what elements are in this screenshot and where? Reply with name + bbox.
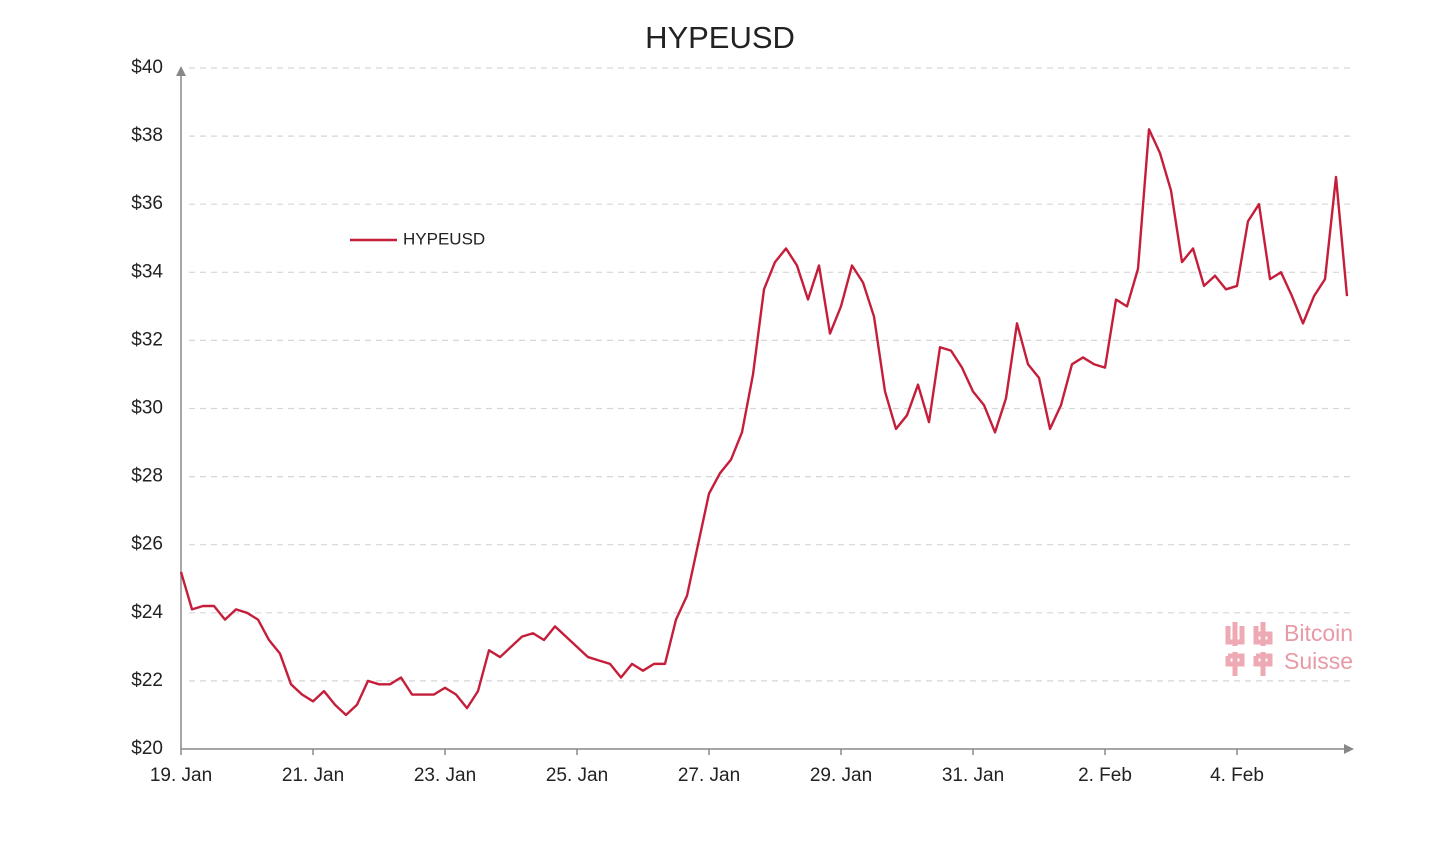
x-tick-label: 25. Jan xyxy=(546,765,608,786)
plot xyxy=(179,128,1349,717)
y-tick-label: $26 xyxy=(131,534,163,555)
y-axis-arrow xyxy=(176,66,186,76)
price-line xyxy=(179,128,1349,717)
y-tick-label: $34 xyxy=(131,261,163,282)
y-tick-label: $30 xyxy=(131,398,163,419)
x-tick-label: 19. Jan xyxy=(150,765,212,786)
x-tick-label: 4. Feb xyxy=(1210,765,1264,786)
x-tick-label: 29. Jan xyxy=(810,765,872,786)
y-tick-label: $24 xyxy=(131,602,163,623)
y-tick-label: $40 xyxy=(131,57,163,78)
chart-title: HYPEUSD xyxy=(645,20,795,55)
watermark-text: Suisse xyxy=(1284,648,1353,674)
x-tick-label: 2. Feb xyxy=(1078,765,1132,786)
y-tick-label: $36 xyxy=(131,193,163,214)
x-axis-arrow xyxy=(1344,744,1354,754)
watermark-logo xyxy=(1225,622,1273,676)
x-tick-label: 21. Jan xyxy=(282,765,344,786)
grid xyxy=(189,67,1352,682)
y-tick-label: $32 xyxy=(131,329,163,350)
watermark-text: Bitcoin xyxy=(1284,620,1353,646)
x-tick-label: 31. Jan xyxy=(942,765,1004,786)
x-tick-label: 27. Jan xyxy=(678,765,740,786)
y-tick-label: $20 xyxy=(131,738,163,759)
y-tick-label: $22 xyxy=(131,670,163,691)
x-tick-label: 23. Jan xyxy=(414,765,476,786)
y-tick-label: $28 xyxy=(131,466,163,487)
y-tick-label: $38 xyxy=(131,125,163,146)
legend-label: HYPEUSD xyxy=(403,229,485,248)
